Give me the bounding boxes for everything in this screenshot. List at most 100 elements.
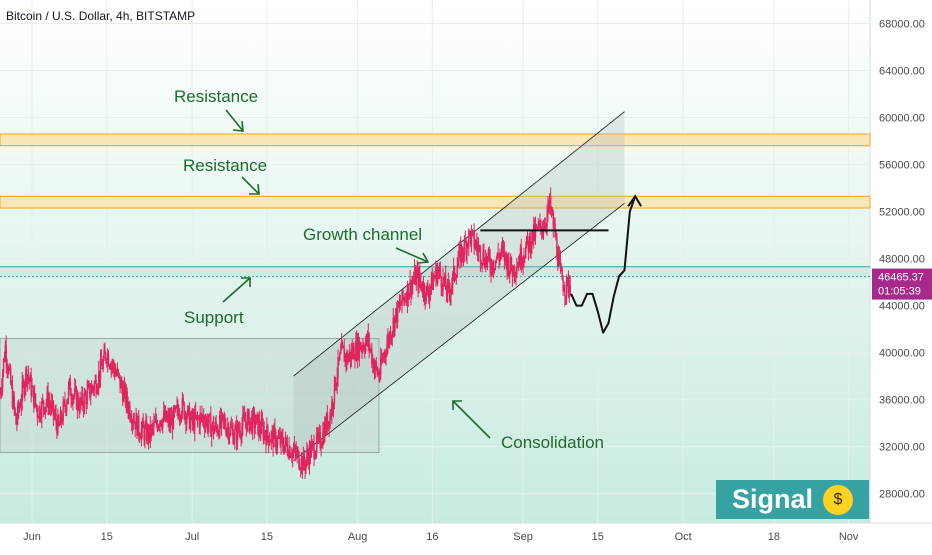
candle-body — [506, 259, 508, 272]
candle-body — [10, 383, 13, 386]
candle-body — [130, 418, 132, 421]
candle-body — [81, 392, 83, 403]
candle-body — [296, 451, 298, 457]
candle-body — [163, 411, 166, 420]
candle-body — [361, 347, 363, 350]
candle-body — [253, 413, 256, 429]
x-tick-label: 15 — [261, 531, 273, 543]
candle-body — [14, 408, 16, 414]
candle-body — [526, 235, 529, 241]
candle-body — [510, 257, 513, 270]
projection-arrowhead — [627, 194, 643, 207]
candle-body — [189, 418, 192, 429]
candle-body — [0, 391, 2, 394]
candle-body — [105, 353, 107, 361]
time-axis-background — [0, 523, 932, 550]
signal-badge[interactable]: Signal $ — [716, 480, 869, 519]
candle-body — [491, 261, 493, 274]
candle-body — [247, 410, 249, 416]
candle-body — [6, 363, 8, 368]
candle-body — [532, 230, 534, 242]
candle-body — [147, 427, 150, 440]
candle-body — [132, 420, 135, 424]
candle-body — [151, 425, 153, 427]
candle-body — [292, 450, 295, 452]
candle-body — [34, 393, 37, 405]
candle-body — [128, 405, 130, 413]
candle-body — [166, 418, 168, 422]
candle-body — [61, 421, 63, 423]
candle-body — [463, 239, 466, 256]
annotation-resistance-upper: Resistance — [174, 87, 258, 106]
candle-body — [387, 336, 389, 345]
candle-body — [216, 426, 218, 433]
candle-body — [353, 347, 355, 360]
candle-body — [119, 375, 121, 389]
candle-body — [319, 432, 321, 448]
candle-body — [260, 419, 263, 434]
candle-body — [480, 262, 482, 264]
candle-body — [102, 359, 104, 370]
candle-body — [465, 242, 467, 255]
y-tick-label: 32000.00 — [879, 442, 925, 454]
current-price-value: 46465.37 — [878, 272, 924, 284]
candle-body — [294, 446, 297, 452]
candle-body — [66, 398, 69, 404]
candle-body — [340, 350, 342, 354]
candle-body — [224, 419, 226, 428]
candle-body — [212, 422, 215, 434]
candle-body — [122, 388, 125, 402]
candle-body — [523, 257, 525, 259]
candle-body — [537, 223, 539, 229]
candle-body — [512, 265, 514, 277]
candle-body — [149, 424, 152, 438]
candle-body — [226, 429, 228, 434]
candle-body — [483, 250, 485, 264]
candle-body — [375, 361, 377, 368]
candle-body — [531, 230, 533, 246]
x-tick-label: Oct — [675, 531, 692, 543]
y-tick-label: 28000.00 — [879, 489, 925, 501]
x-tick-label: 16 — [426, 531, 438, 543]
candle-body — [541, 230, 544, 234]
candle-body — [76, 396, 79, 409]
candle-body — [394, 315, 396, 331]
candle-body — [158, 425, 160, 427]
candle-body — [291, 456, 293, 458]
candle-body — [140, 429, 143, 440]
candle-body — [95, 379, 97, 394]
candle-body — [355, 340, 357, 361]
candle-body — [469, 231, 472, 244]
candle-body — [334, 377, 337, 389]
candle-body — [37, 417, 39, 419]
candle-body — [392, 318, 394, 333]
candle-body — [255, 415, 257, 425]
candle-body — [33, 393, 36, 407]
candle-body — [284, 437, 287, 446]
candle-body — [475, 241, 477, 247]
candle-body — [302, 453, 305, 471]
candle-body — [62, 402, 64, 422]
candle-body — [529, 235, 531, 252]
candle-body — [195, 414, 198, 418]
candle-body — [439, 267, 442, 277]
candle-body — [46, 391, 48, 403]
candle-body — [52, 400, 55, 416]
candle-body — [164, 411, 167, 420]
candle-body — [556, 236, 558, 257]
candle-body — [90, 393, 92, 397]
candle-body — [441, 287, 443, 291]
candle-body — [246, 415, 249, 431]
candle-body — [141, 420, 144, 430]
candle-body — [449, 291, 451, 297]
candle-body — [321, 444, 323, 447]
candle-body — [460, 246, 463, 264]
candle-body — [24, 385, 26, 395]
candle-body — [50, 405, 52, 409]
candle-body — [412, 282, 414, 284]
candle-body — [127, 404, 129, 413]
candle-body — [180, 413, 183, 419]
candle-body — [313, 443, 315, 459]
candle-body — [73, 395, 75, 398]
candle-body — [121, 380, 123, 389]
